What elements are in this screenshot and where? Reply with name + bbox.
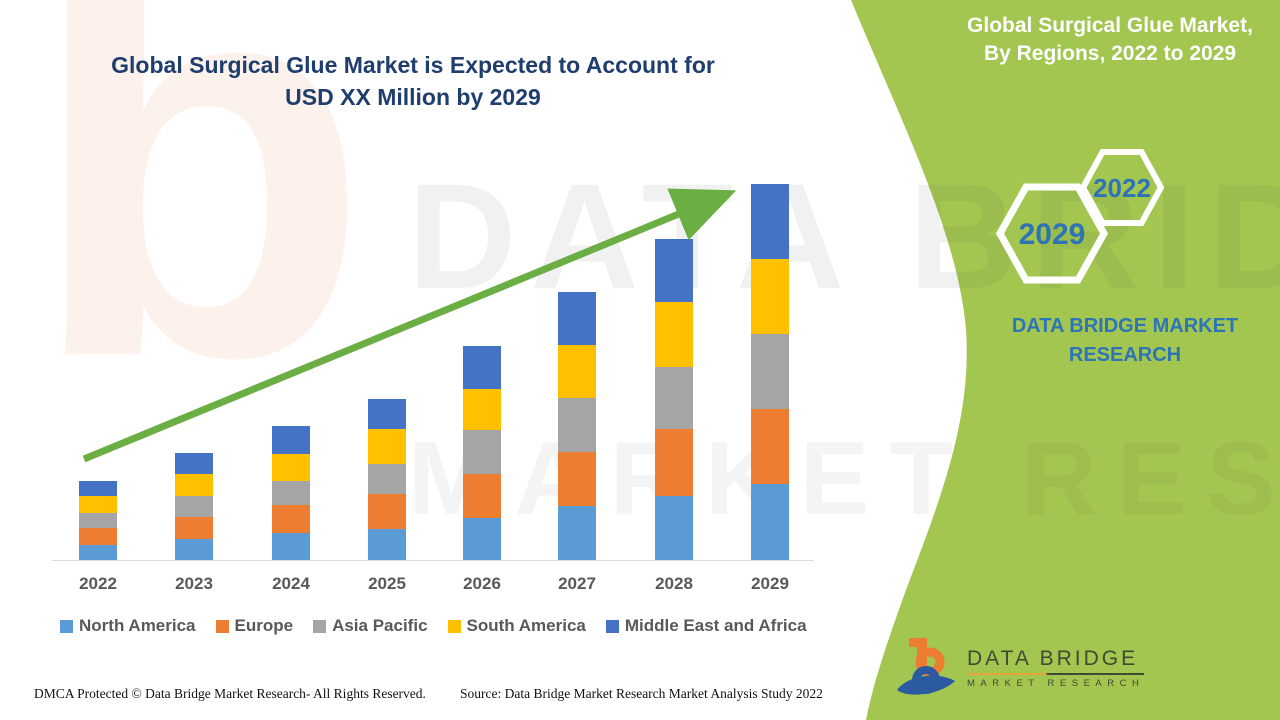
legend-swatch — [215, 619, 229, 633]
segment-middle-east-and-africa — [175, 453, 213, 474]
segment-south-america — [79, 496, 117, 513]
bar-2027 — [558, 292, 596, 560]
x-axis-label-2024: 2024 — [272, 574, 310, 593]
segment-europe — [175, 517, 213, 539]
segment-asia-pacific — [272, 481, 310, 505]
segment-asia-pacific — [751, 334, 789, 409]
segment-asia-pacific — [79, 513, 117, 528]
segment-middle-east-and-africa — [558, 292, 596, 345]
segment-middle-east-and-africa — [751, 184, 789, 259]
x-axis-label-2026: 2026 — [463, 574, 501, 593]
bar-2023 — [175, 453, 213, 560]
segment-south-america — [368, 429, 406, 464]
segment-south-america — [463, 389, 501, 430]
segment-south-america — [272, 454, 310, 481]
page-title-line2: USD XX Million by 2029 — [285, 83, 541, 110]
segment-south-america — [751, 259, 789, 334]
hexagon-2029 — [995, 183, 1109, 284]
segment-north-america — [558, 506, 596, 560]
sidebar-banner-title: Global Surgical Glue Market, By Regions,… — [945, 12, 1275, 69]
segment-north-america — [79, 545, 117, 560]
sidebar-banner-line2: By Regions, 2022 to 2029 — [983, 42, 1237, 66]
segment-middle-east-and-africa — [79, 481, 117, 496]
logo-name-text: DATA BRIDGE — [967, 647, 1139, 670]
legend-item-europe: Europe — [215, 616, 294, 636]
segment-europe — [79, 528, 117, 545]
sidebar-brand-text: DATA BRIDGE MARKET RESEARCH — [965, 312, 1280, 370]
segment-south-america — [175, 474, 213, 496]
legend-item-middle-east-and-africa: Middle East and Africa — [605, 616, 807, 636]
databridge-logo: DATA BRIDGE MARKET RESEARCH — [895, 636, 1145, 700]
hexagon-2022-label: 2022 — [1093, 173, 1151, 203]
dmca-notice: DMCA Protected © Data Bridge Market Rese… — [34, 686, 426, 701]
chart-legend: North America Europe Asia Pacific South Ame… — [60, 616, 807, 636]
year-hexagons: 2029 2022 — [995, 149, 1165, 284]
x-axis-label-2029: 2029 — [751, 574, 789, 593]
x-axis-label-2025: 2025 — [368, 574, 406, 593]
bar-2028 — [655, 239, 693, 560]
segment-north-america — [272, 533, 310, 560]
segment-europe — [751, 409, 789, 484]
sidebar-brand-line2: RESEARCH — [1068, 344, 1182, 366]
legend-item-north-america: North America — [60, 616, 196, 636]
x-axis-label-2023: 2023 — [175, 574, 213, 593]
hexagon-2029-label: 2029 — [1019, 218, 1086, 251]
legend-swatch — [605, 619, 619, 633]
x-axis-line — [52, 560, 814, 561]
segment-europe — [463, 474, 501, 518]
page-title: Global Surgical Glue Market is Expected … — [88, 50, 738, 113]
segment-middle-east-and-africa — [463, 346, 501, 389]
sidebar-banner-line1: Global Surgical Glue Market, — [967, 14, 1253, 37]
legend-label: Middle East and Africa — [624, 616, 807, 635]
databridge-logo-icon — [897, 638, 955, 695]
legend-swatch — [447, 619, 461, 633]
segment-north-america — [463, 518, 501, 560]
segment-middle-east-and-africa — [272, 426, 310, 454]
legend-swatch — [60, 619, 73, 633]
source-note: Source: Data Bridge Market Research Mark… — [460, 686, 823, 701]
green-wave-shape — [851, 0, 1280, 720]
legend-label: South America — [466, 616, 586, 635]
legend-swatch — [313, 619, 327, 633]
legend-item-south-america: South America — [447, 616, 586, 636]
segment-europe — [272, 505, 310, 533]
segment-europe — [558, 452, 596, 506]
bar-2024 — [272, 426, 310, 560]
logo-divider — [967, 673, 1145, 675]
legend-label: North America — [79, 616, 196, 635]
legend-label: Europe — [234, 616, 294, 635]
sidebar-brand-line1: DATA BRIDGE MARKET — [1011, 315, 1239, 337]
legend-label: Asia Pacific — [332, 616, 428, 635]
hexagon-2022 — [1079, 149, 1165, 226]
x-axis-label-2022: 2022 — [79, 574, 117, 593]
segment-europe — [655, 429, 693, 496]
bar-2029 — [751, 184, 789, 560]
bar-2025 — [368, 399, 406, 560]
bar-2026 — [463, 346, 501, 560]
x-axis-label-2027: 2027 — [558, 574, 596, 593]
segment-asia-pacific — [655, 367, 693, 429]
segment-asia-pacific — [368, 464, 406, 494]
bar-2022 — [79, 481, 117, 560]
segment-south-america — [655, 302, 693, 367]
segment-asia-pacific — [558, 398, 596, 452]
segment-middle-east-and-africa — [655, 239, 693, 302]
segment-asia-pacific — [175, 496, 213, 517]
page-title-line1: Global Surgical Glue Market is Expected … — [111, 52, 715, 78]
segment-north-america — [368, 529, 406, 560]
segment-north-america — [655, 496, 693, 560]
legend-item-asia-pacific: Asia Pacific — [313, 616, 428, 636]
segment-asia-pacific — [463, 430, 501, 474]
segment-north-america — [751, 484, 789, 560]
segment-europe — [368, 494, 406, 529]
x-axis-label-2028: 2028 — [655, 574, 693, 593]
segment-south-america — [558, 345, 596, 398]
segment-middle-east-and-africa — [368, 399, 406, 429]
segment-north-america — [175, 539, 213, 560]
logo-tagline-text: MARKET RESEARCH — [967, 678, 1145, 689]
